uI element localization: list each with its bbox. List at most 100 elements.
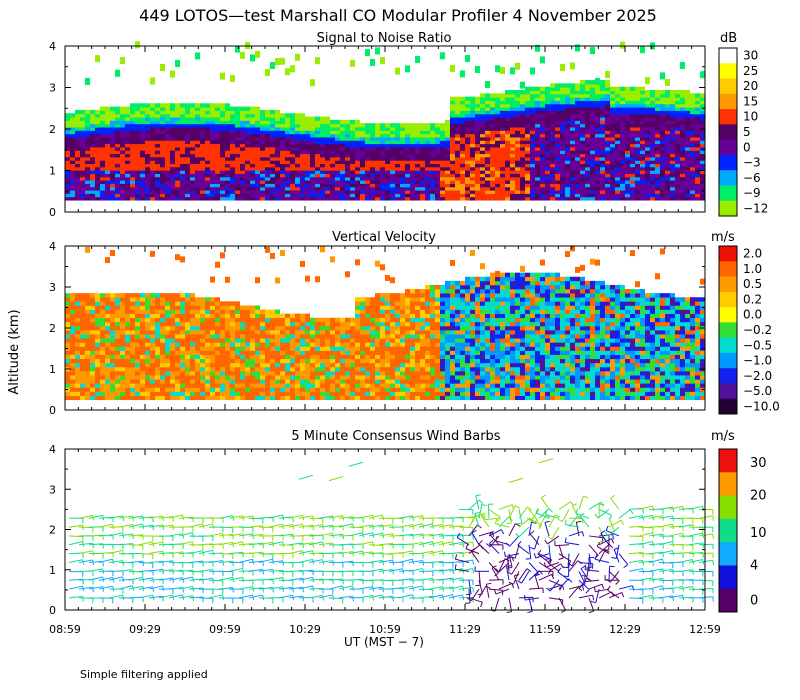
snr-cell [460,139,465,145]
snr-cell [610,109,615,115]
snr-cell [150,143,155,148]
snr-cell [235,163,240,168]
snr-cell [560,103,565,108]
vv-cell [135,330,140,335]
vv-cell [125,338,130,343]
vv-cell [260,362,265,368]
vv-cell [225,387,230,392]
vv-cell [240,379,245,384]
snr-cell [665,129,670,135]
snr-cell [270,126,275,131]
snr-cell [610,133,615,138]
vv-cell [220,387,225,392]
snr-cell [225,196,230,201]
snr-cell [690,119,695,125]
snr-cell [555,136,560,141]
snr-cell [655,99,660,105]
snr-cell [410,133,415,138]
vv-cell [160,395,165,401]
snr-cell [465,146,470,151]
snr-cell [85,129,90,135]
snr-cell [490,146,495,151]
vv-cell [140,362,145,368]
snr-cell [505,159,510,165]
snr-cell [560,149,565,155]
snr-cell [285,169,290,174]
snr-cell [155,113,160,118]
vv-cell [65,321,70,327]
vv-cell [110,334,115,339]
snr-cell [650,196,655,201]
vv-cell [175,366,180,372]
snr-cell [225,136,230,141]
vv-cell [130,301,135,306]
snr-cell [315,119,320,125]
snr-cell [660,196,665,201]
snr-cell [680,182,685,188]
vv-cell [130,383,135,388]
snr-cell [100,146,105,151]
vv-cell [110,346,115,351]
snr-cell [375,176,380,181]
snr-cell [610,123,615,128]
snr-cell [530,123,535,128]
snr-cell [485,153,490,158]
snr-cell [320,196,325,201]
snr-cell [190,169,195,174]
snr-cell [210,156,215,161]
vv-cell [165,362,170,368]
snr-cell [570,83,575,88]
vv-cell [200,325,205,331]
vv-cell [155,371,160,376]
snr-cell [550,192,555,198]
snr-cell [590,129,595,135]
snr-cell [285,123,290,128]
snr-cell [390,169,395,174]
snr-cell [640,166,645,171]
snr-cell [265,119,270,125]
snr-cell [690,116,695,121]
snr-cell [580,83,585,88]
vv-cell [75,346,80,351]
vv-cell [120,309,125,314]
snr-cell [665,93,670,98]
snr-cell [505,172,510,178]
snr-cell [90,169,95,174]
vv-cell [200,330,205,335]
snr-cell [375,146,380,151]
snr-cell [260,166,265,171]
snr-cell [540,169,545,174]
vv-cell [145,395,150,401]
vv-cell [170,317,175,323]
vv-cell [165,313,170,319]
snr-cell [320,119,325,125]
snr-cell [645,77,650,85]
snr-cell [615,116,620,121]
snr-cell [625,189,630,194]
snr-cell [555,186,560,191]
snr-cell [685,133,690,138]
snr-cell [650,93,655,98]
snr-cell [410,179,415,184]
snr-cell [135,159,140,165]
vv-cell [205,346,210,351]
snr-cell [495,126,500,131]
snr-cell [330,159,335,165]
snr-cell [275,109,280,115]
vv-cell [230,330,235,335]
snr-cell [650,103,655,108]
snr-cell [655,169,660,174]
snr-cell [495,129,500,135]
snr-cell [245,172,250,178]
snr-cell [530,89,535,95]
snr-cell [695,169,700,174]
snr-cell [630,172,635,178]
snr-cell [400,176,405,181]
snr-cell [190,156,195,161]
snr-cell [185,109,190,115]
snr-cell [95,163,100,168]
vv-cell [195,297,200,302]
snr-cell [490,182,495,188]
snr-cell [565,133,570,138]
snr-cell [400,129,405,135]
